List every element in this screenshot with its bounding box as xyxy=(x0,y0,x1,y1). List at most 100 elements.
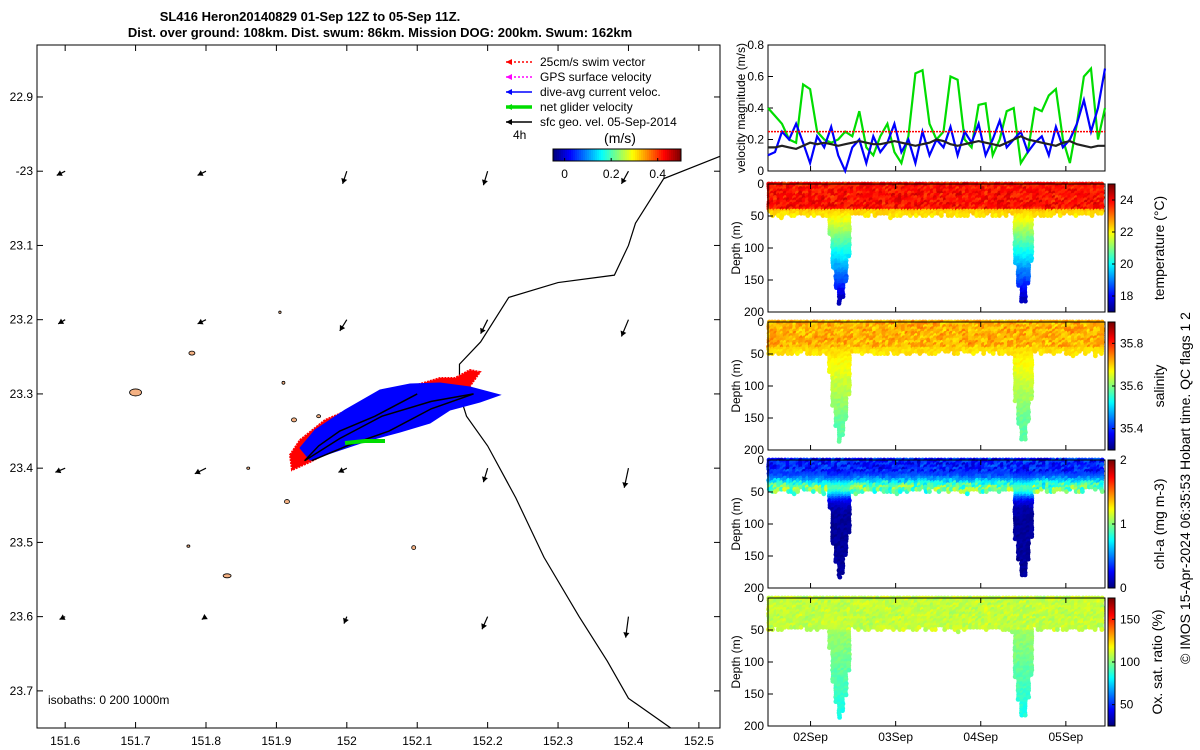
colorbar-cell xyxy=(557,149,560,161)
colorbar-cell xyxy=(559,149,562,161)
colorbar-cell xyxy=(665,149,668,161)
section-sample xyxy=(778,215,784,221)
section-colorbar-tick-label: 20 xyxy=(1120,257,1134,271)
lon-tick-label: 152.4 xyxy=(613,734,643,748)
colorbar-cell xyxy=(563,149,566,161)
geo-vector-head xyxy=(56,170,63,176)
map-frame xyxy=(36,44,721,729)
colorbar-cell xyxy=(599,149,602,161)
colorbar-cell xyxy=(591,149,594,161)
velocity-y-tick-label: 0.6 xyxy=(747,70,764,84)
colorbar-cell xyxy=(667,149,670,161)
colorbar-cell xyxy=(673,149,676,161)
colorbar-cell xyxy=(629,149,632,161)
colorbar-cell xyxy=(587,149,590,161)
depth-tick-label: 150 xyxy=(744,273,764,287)
lat-tick-label: 23.5 xyxy=(10,535,34,549)
legend-label: dive-avg current veloc. xyxy=(540,85,661,99)
colorbar-cell xyxy=(627,149,630,161)
reef-patch xyxy=(284,499,290,504)
section-sample xyxy=(938,213,944,218)
legend-label: sfc geo. vel. 05-Sep-2014 xyxy=(540,115,677,129)
colorbar-tick-label: 0 xyxy=(561,167,568,181)
geo-vector-head xyxy=(481,623,487,630)
colorbar-cell xyxy=(635,149,638,161)
depth-tick-label: 0 xyxy=(757,177,764,191)
lat-tick-label: 23.3 xyxy=(10,387,34,401)
section-sample xyxy=(840,294,846,300)
lat-tick-label: 23.7 xyxy=(10,684,34,698)
section-sample xyxy=(990,351,996,356)
colorbar-cell xyxy=(555,149,558,161)
reef-patch xyxy=(316,414,322,419)
section-sample xyxy=(1025,418,1031,424)
colorbar-cell xyxy=(617,149,620,161)
velocity-y-tick-label: 0 xyxy=(757,164,764,178)
reef-patch xyxy=(291,417,297,423)
reef-patch xyxy=(278,310,282,314)
section-sample xyxy=(865,213,871,218)
colorbar-cell xyxy=(637,149,640,161)
geo-vector-head xyxy=(480,327,486,334)
geo-vector-head xyxy=(197,170,204,176)
lon-tick-label: 151.7 xyxy=(121,734,151,748)
colorbar-cell xyxy=(575,149,578,161)
lat-tick-label: 23.6 xyxy=(10,610,34,624)
colorbar-cell xyxy=(631,149,634,161)
geo-vector-head xyxy=(620,330,627,337)
section-sample xyxy=(795,489,801,494)
lat-tick-label: 23.4 xyxy=(10,461,34,475)
legend-label: 25cm/s swim vector xyxy=(540,55,645,69)
section-sample xyxy=(836,438,842,444)
section-colorbar-tick-label: 18 xyxy=(1120,289,1134,303)
reef-patch xyxy=(129,388,142,397)
section-sample xyxy=(1089,213,1095,218)
velocity-y-tick-label: 0.2 xyxy=(747,133,764,147)
colorbar-cell xyxy=(655,149,658,161)
section-sample xyxy=(981,351,987,356)
colorbar-cell xyxy=(581,149,584,161)
colorbar-cell xyxy=(573,149,576,161)
section-sample xyxy=(840,570,845,576)
colorbar-cell xyxy=(657,149,660,161)
colorbar-unit: (m/s) xyxy=(604,130,636,146)
section-sample xyxy=(846,391,852,397)
legend-arrowhead xyxy=(506,104,512,110)
geo-vector-head xyxy=(621,177,627,184)
colorbar-cell xyxy=(613,149,616,161)
geo-vector-head xyxy=(338,467,345,473)
geo-vector-head xyxy=(55,467,62,474)
colorbar-frame xyxy=(552,148,682,162)
colorbar-cell xyxy=(605,149,608,161)
section-sample xyxy=(1028,258,1034,263)
section-sample xyxy=(772,210,778,216)
reef-patch xyxy=(186,544,191,548)
title-line-2: Dist. over ground: 108km. Dist. swum: 86… xyxy=(128,25,632,40)
velocity-y-tick-label: 0.8 xyxy=(747,38,764,52)
lon-tick-label: 152 xyxy=(337,734,357,748)
lon-tick-label: 151.6 xyxy=(50,734,80,748)
colorbar-cell xyxy=(565,149,568,161)
section-sample xyxy=(846,253,852,259)
colorbar-cell xyxy=(669,149,672,161)
section-sample xyxy=(849,210,855,216)
colorbar-cell xyxy=(651,149,654,161)
glider-track xyxy=(288,368,502,472)
reef-patch xyxy=(188,350,196,356)
colorbar-cell xyxy=(577,149,580,161)
colorbar-cell xyxy=(571,149,574,161)
reef-patch xyxy=(411,545,417,550)
glider-track-line xyxy=(304,393,474,462)
map-colorbar: (m/s)0 0.2 0.4 xyxy=(552,130,682,181)
section-sample xyxy=(842,552,848,558)
geo-vector-head xyxy=(622,482,629,488)
lat-tick-label: -23 xyxy=(16,164,34,178)
reef-patch xyxy=(281,380,286,385)
legend-label: GPS surface velocity xyxy=(540,70,651,84)
isobaths-label: isobaths: 0 200 1000m xyxy=(48,693,169,707)
colorbar-tick-label: 0.2 xyxy=(603,167,620,181)
geo-vector-head xyxy=(58,318,65,324)
depth-tick-label: 0 xyxy=(757,315,764,329)
